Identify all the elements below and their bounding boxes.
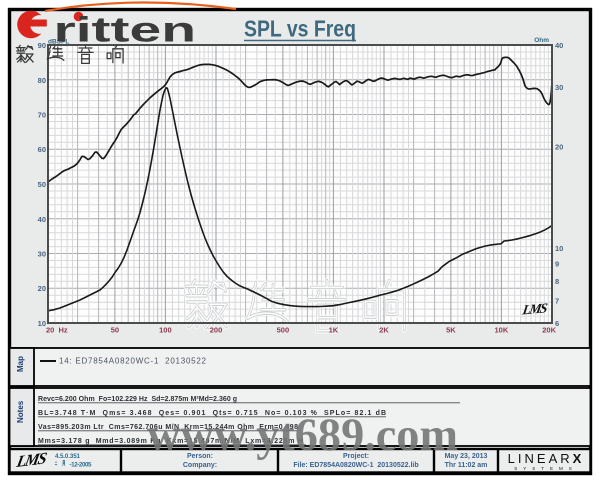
- svg-text:File: ED7854A0820WC-1 2013052: File: ED7854A0820WC-1 20130522.lib: [293, 462, 418, 469]
- svg-text:Mms=3.178 g Mmd=3.089m Kg Kx: Mms=3.178 g Mmd=3.089m Kg Kxm=15.407m N/…: [38, 438, 303, 445]
- svg-text:7: 7: [555, 296, 559, 305]
- svg-text:1K: 1K: [329, 326, 339, 335]
- svg-text:5K: 5K: [446, 326, 456, 335]
- svg-text:6: 6: [555, 319, 559, 328]
- svg-text:ritten: ritten: [54, 10, 197, 49]
- svg-text:20: 20: [555, 143, 563, 152]
- svg-text:10K: 10K: [495, 326, 509, 335]
- svg-text:20 Hz: 20 Hz: [46, 326, 68, 335]
- svg-text:Project:: Project:: [343, 453, 369, 460]
- svg-text:100: 100: [159, 326, 172, 335]
- svg-text:10: 10: [38, 319, 46, 328]
- svg-text:LMS: LMS: [14, 448, 48, 471]
- svg-text:Company:: Company:: [183, 462, 217, 469]
- svg-text:40: 40: [555, 41, 563, 50]
- svg-text:Ohm: Ohm: [534, 37, 549, 44]
- svg-text:30: 30: [555, 83, 563, 92]
- svg-text:Map: Map: [16, 356, 25, 372]
- svg-text:9: 9: [555, 260, 559, 269]
- svg-text:SPL vs Freq: SPL vs Freq: [244, 16, 356, 42]
- svg-text:20K: 20K: [542, 326, 556, 335]
- svg-text:May 23, 2013: May 23, 2013: [445, 453, 488, 460]
- svg-text:50: 50: [111, 326, 119, 335]
- svg-text:40: 40: [38, 215, 46, 224]
- svg-text:Notes: Notes: [16, 400, 25, 423]
- svg-text:8: 8: [555, 277, 559, 286]
- svg-text:LINEARX: LINEARX: [508, 451, 585, 466]
- svg-text:30: 30: [38, 250, 46, 259]
- svg-text:4.5.0.351: 4.5.0.351: [55, 453, 81, 460]
- svg-text:20: 20: [38, 284, 46, 293]
- svg-text:70: 70: [38, 111, 46, 120]
- svg-text:www.yt689.com: www.yt689.com: [147, 409, 458, 461]
- svg-text:10: 10: [555, 244, 563, 253]
- svg-text:SYSTEMS: SYSTEMS: [514, 466, 578, 471]
- svg-text:60: 60: [38, 145, 46, 154]
- svg-text:-12-2005: -12-2005: [70, 462, 93, 469]
- svg-text:14: ED7854A0820WC-1 20130522: 14: ED7854A0820WC-1 20130522: [59, 357, 207, 366]
- svg-text:Vas=895.203m Ltr Cms=762.706u: Vas=895.203m Ltr Cms=762.706u M/N Krm=15…: [38, 424, 298, 431]
- svg-text:80: 80: [38, 76, 46, 85]
- svg-text:LMS: LMS: [521, 300, 550, 317]
- svg-text:50: 50: [38, 180, 46, 189]
- svg-text:dBSPL: dBSPL: [48, 39, 69, 46]
- svg-text:500: 500: [277, 326, 290, 335]
- svg-text:Person:: Person:: [187, 453, 213, 460]
- svg-text:Revc=6.200 Ohm Fo=102.229 Hz: Revc=6.200 Ohm Fo=102.229 Hz Sd=2.875m M…: [38, 396, 237, 403]
- svg-text:BL=3.748 T·M Qms= 3.468 Qes=: BL=3.748 T·M Qms= 3.468 Qes= 0.901 Qts= …: [38, 410, 386, 417]
- svg-text:Thr 11:02 am: Thr 11:02 am: [445, 462, 488, 469]
- svg-text:2K: 2K: [379, 326, 389, 335]
- svg-text:90: 90: [38, 41, 46, 50]
- svg-text:200: 200: [210, 326, 223, 335]
